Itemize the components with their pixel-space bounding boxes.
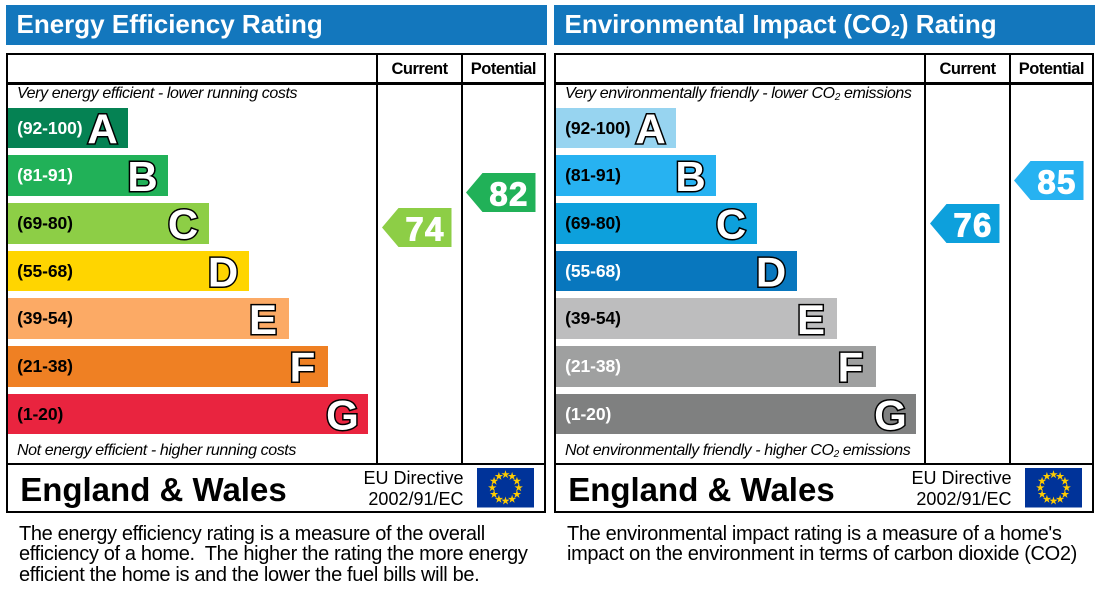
svg-text:A: A — [87, 105, 117, 152]
svg-text:76: 76 — [953, 207, 992, 244]
svg-text:G: G — [874, 391, 907, 438]
svg-text:C: C — [167, 201, 197, 248]
svg-text:F: F — [289, 344, 315, 391]
svg-text:B: B — [127, 153, 157, 200]
svg-text:D: D — [755, 248, 785, 295]
svg-text:E: E — [796, 296, 824, 343]
svg-text:F: F — [837, 344, 863, 391]
svg-text:A: A — [635, 105, 665, 152]
svg-text:82: 82 — [490, 176, 529, 213]
svg-text:85: 85 — [1038, 164, 1077, 201]
svg-text:74: 74 — [405, 211, 444, 248]
svg-text:G: G — [326, 391, 359, 438]
svg-text:C: C — [715, 201, 745, 248]
svg-text:B: B — [675, 153, 705, 200]
svg-text:D: D — [207, 248, 237, 295]
svg-text:E: E — [248, 296, 276, 343]
